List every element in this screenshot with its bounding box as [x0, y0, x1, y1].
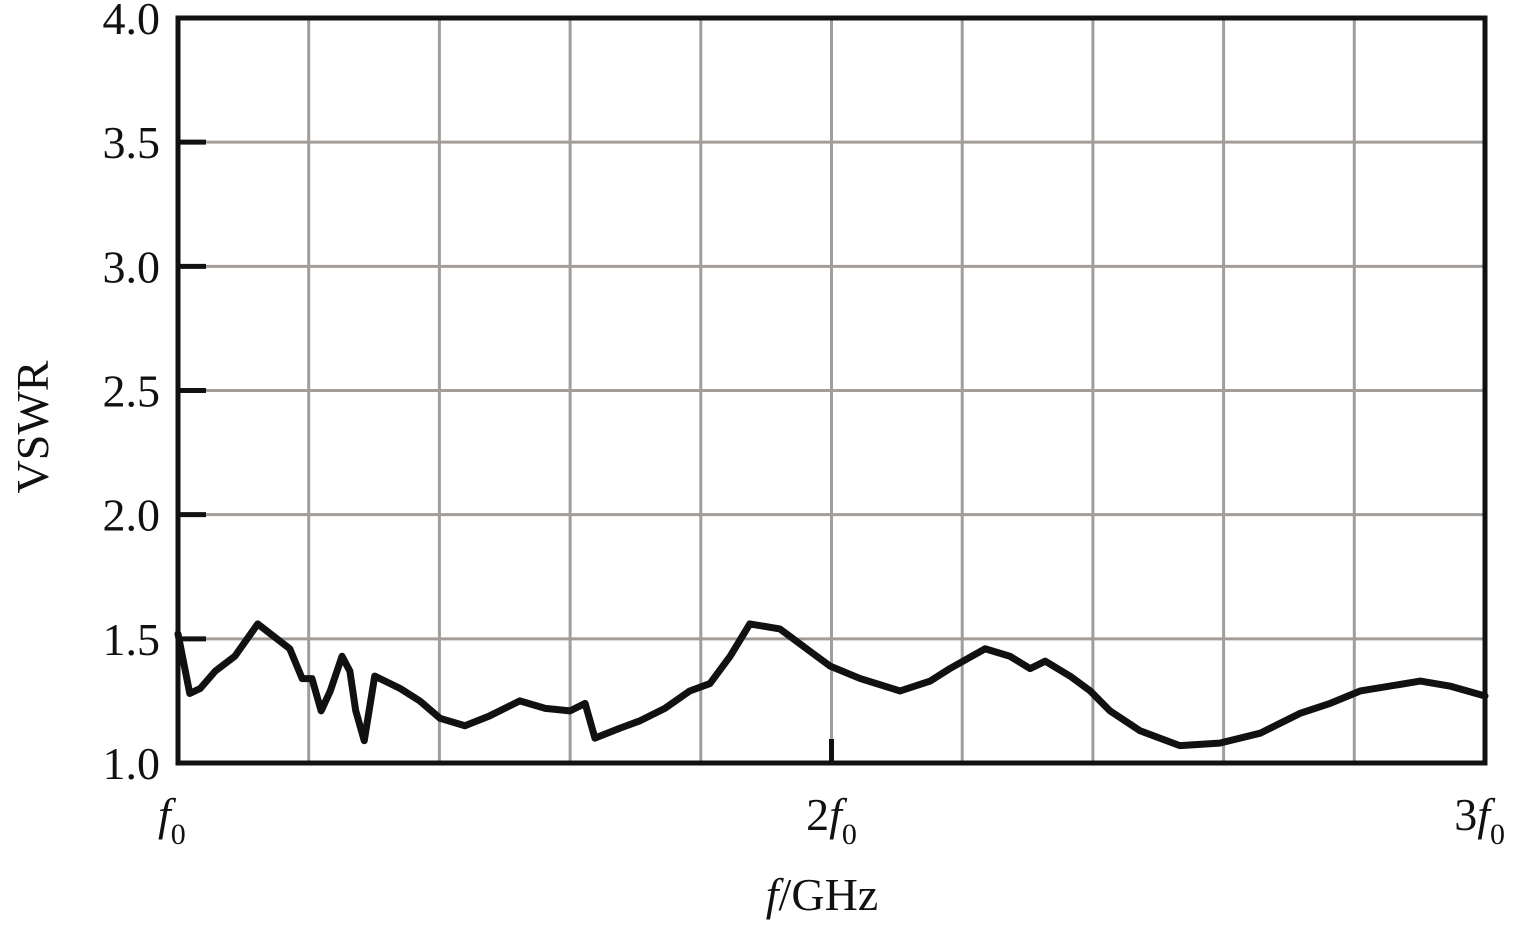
y-tick-label: 1.5	[103, 614, 161, 665]
x-tick-label: 2f0	[806, 789, 857, 851]
data-line	[174, 620, 1489, 750]
x-axis-title: f/GHz	[766, 869, 878, 920]
y-tick-label: 4.0	[103, 0, 161, 44]
plot-frame	[175, 15, 1488, 766]
y-tick-label: 1.0	[103, 738, 161, 789]
x-tick-label: 3f0	[1454, 789, 1505, 851]
y-axis-title: VSWR	[7, 360, 58, 493]
x-tick-label: f0	[158, 789, 186, 851]
y-tick-label: 2.5	[103, 366, 161, 417]
y-tick-label: 3.5	[103, 117, 161, 168]
y-tick-label: 2.0	[103, 490, 161, 541]
y-tick-label: 3.0	[103, 241, 161, 292]
